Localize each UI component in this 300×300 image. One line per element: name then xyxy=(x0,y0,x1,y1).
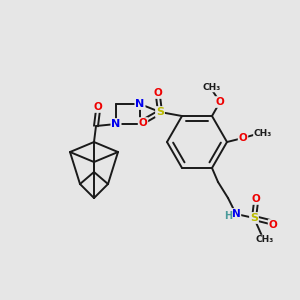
Text: O: O xyxy=(216,97,224,107)
Text: O: O xyxy=(238,133,247,143)
Text: O: O xyxy=(139,118,147,128)
Text: N: N xyxy=(232,209,240,219)
Text: CH₃: CH₃ xyxy=(256,236,274,244)
Text: O: O xyxy=(268,220,278,230)
Text: CH₃: CH₃ xyxy=(254,130,272,139)
Text: O: O xyxy=(154,88,162,98)
Text: CH₃: CH₃ xyxy=(203,82,221,91)
Text: S: S xyxy=(250,213,258,223)
Text: O: O xyxy=(94,102,102,112)
Text: S: S xyxy=(156,107,164,117)
Text: O: O xyxy=(252,194,260,204)
Text: H: H xyxy=(224,211,232,221)
Text: N: N xyxy=(111,119,121,129)
Text: N: N xyxy=(135,99,145,109)
